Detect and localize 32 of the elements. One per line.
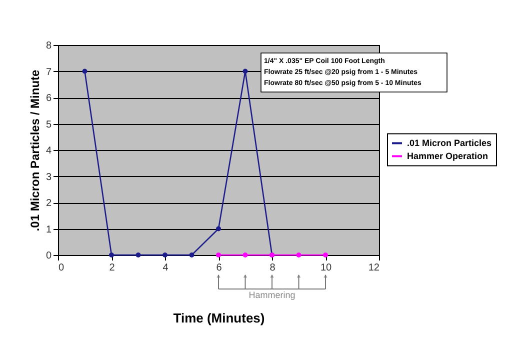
y-tick-label: 7 bbox=[46, 66, 52, 78]
point bbox=[162, 252, 168, 258]
x-tick-label: 6 bbox=[216, 262, 222, 274]
point bbox=[323, 252, 328, 258]
x-tick-label: 4 bbox=[162, 262, 169, 274]
point bbox=[242, 252, 248, 258]
point bbox=[189, 252, 194, 258]
x-tick-label: 12 bbox=[368, 262, 380, 274]
y-tick-label: 1 bbox=[46, 224, 52, 236]
y-tick-label: 6 bbox=[46, 93, 52, 104]
point bbox=[216, 226, 221, 232]
annotation: Hammering bbox=[248, 290, 296, 300]
y-tick-label: 4 bbox=[46, 146, 52, 156]
x-tick-label: 2 bbox=[109, 262, 116, 274]
y-tick-label: 3 bbox=[46, 172, 52, 183]
point bbox=[136, 252, 141, 258]
y-axis-title: .01 Micron Particles / Minute bbox=[28, 69, 42, 232]
x-tick-label: 8 bbox=[270, 262, 276, 274]
point bbox=[109, 252, 114, 258]
point bbox=[242, 68, 248, 74]
x-axis-title: Time (Minutes) bbox=[173, 310, 265, 326]
y-tick-label: 8 bbox=[46, 40, 52, 52]
x-tick-label: 10 bbox=[320, 262, 332, 274]
point bbox=[296, 252, 302, 258]
x-tick-label: 0 bbox=[58, 262, 64, 274]
y-tick-label: 0 bbox=[46, 250, 52, 262]
point bbox=[82, 68, 88, 74]
y-tick-label: 2 bbox=[46, 198, 52, 209]
point bbox=[216, 252, 221, 258]
legend-label: .01 Micron Particles bbox=[407, 138, 492, 148]
y-tick-label: 5 bbox=[46, 119, 52, 130]
legend-label: Hammer Operation bbox=[407, 151, 488, 162]
